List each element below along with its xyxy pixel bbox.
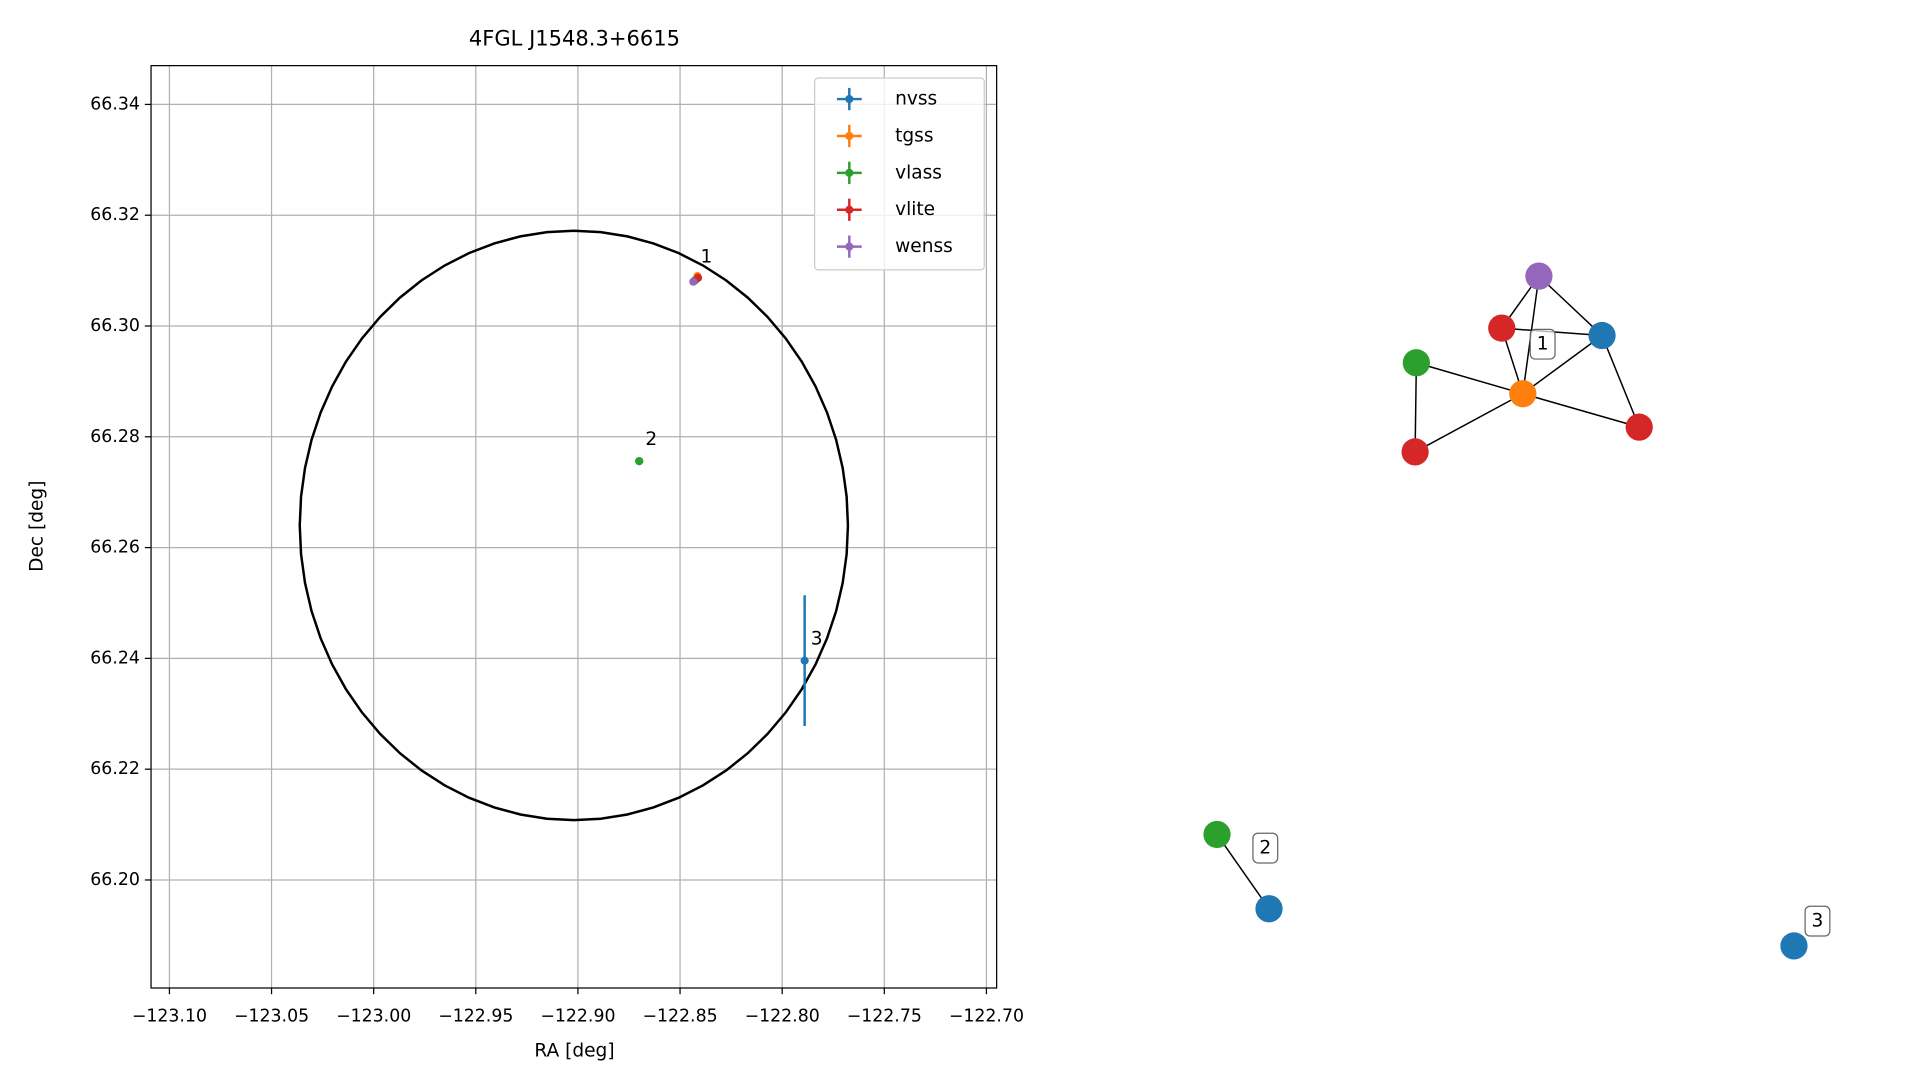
graph-node bbox=[1203, 820, 1231, 849]
graph-edge bbox=[1416, 362, 1524, 395]
legend-label: vlass bbox=[895, 162, 942, 183]
y-tick-label: 66.28 bbox=[90, 427, 140, 447]
node-label-box bbox=[1804, 905, 1831, 937]
legend-label: vlite bbox=[895, 199, 935, 220]
legend-marker bbox=[845, 131, 854, 141]
x-tick-label: −123.00 bbox=[336, 1006, 411, 1026]
graph-node bbox=[1488, 314, 1516, 342]
y-tick-label: 66.26 bbox=[90, 538, 140, 558]
node-label: 2 bbox=[1259, 838, 1271, 859]
point bbox=[635, 457, 644, 466]
graph-node bbox=[1780, 932, 1808, 960]
y-tick-label: 66.22 bbox=[90, 759, 140, 779]
x-tick-label: −122.75 bbox=[847, 1006, 922, 1026]
graph-node bbox=[1588, 321, 1616, 350]
node-label: 3 bbox=[1812, 911, 1824, 932]
graph-node bbox=[1525, 262, 1553, 290]
node-label: 1 bbox=[1537, 334, 1549, 355]
y-tick-label: 66.32 bbox=[90, 205, 140, 225]
point-annotation: 3 bbox=[811, 628, 823, 649]
graph-edge bbox=[1216, 834, 1270, 910]
legend-label: wenss bbox=[895, 236, 953, 257]
x-tick-label: −123.10 bbox=[132, 1006, 207, 1026]
legend-marker bbox=[845, 168, 854, 177]
graph-edge bbox=[1414, 362, 1418, 452]
graph-edge bbox=[1522, 393, 1640, 428]
y-tick-label: 66.24 bbox=[90, 648, 140, 668]
graph-node bbox=[1401, 438, 1429, 466]
legend-marker bbox=[845, 242, 854, 251]
legend-box bbox=[814, 77, 985, 271]
graph-node bbox=[1402, 349, 1430, 377]
legend-label: tgss bbox=[895, 125, 933, 146]
y-tick-label: 66.20 bbox=[90, 870, 140, 890]
node-label-box bbox=[1529, 328, 1556, 360]
x-axis-label: RA [deg] bbox=[534, 1041, 614, 1062]
legend-marker bbox=[845, 94, 854, 104]
graph-node bbox=[1625, 413, 1653, 441]
x-tick-label: −122.85 bbox=[642, 1006, 717, 1026]
point bbox=[689, 277, 698, 286]
graph-node bbox=[1509, 380, 1537, 408]
point-annotation: 2 bbox=[645, 429, 657, 450]
legend-marker bbox=[845, 205, 854, 214]
node-label-box bbox=[1252, 832, 1279, 864]
y-tick-label: 66.34 bbox=[90, 94, 140, 114]
y-axis-label: Dec [deg] bbox=[27, 481, 48, 572]
graph-edge bbox=[1414, 393, 1524, 453]
point-annotation: 1 bbox=[700, 246, 712, 267]
graph-edge bbox=[1538, 275, 1603, 337]
graph-edge bbox=[1601, 335, 1640, 428]
legend-label: nvss bbox=[895, 89, 937, 110]
graph-node bbox=[1255, 895, 1283, 923]
graph-edge bbox=[1522, 334, 1603, 395]
point bbox=[800, 656, 809, 665]
x-tick-label: −123.05 bbox=[234, 1006, 309, 1026]
x-tick-label: −122.95 bbox=[438, 1006, 513, 1026]
region-outline bbox=[298, 229, 850, 822]
chart-title: 4FGL J1548.3+6615 bbox=[469, 26, 680, 51]
plot-frame bbox=[150, 65, 998, 989]
x-tick-label: −122.90 bbox=[540, 1006, 615, 1026]
x-tick-label: −122.80 bbox=[745, 1006, 820, 1026]
x-tick-label: −122.70 bbox=[949, 1006, 1024, 1026]
y-tick-label: 66.30 bbox=[90, 316, 140, 336]
